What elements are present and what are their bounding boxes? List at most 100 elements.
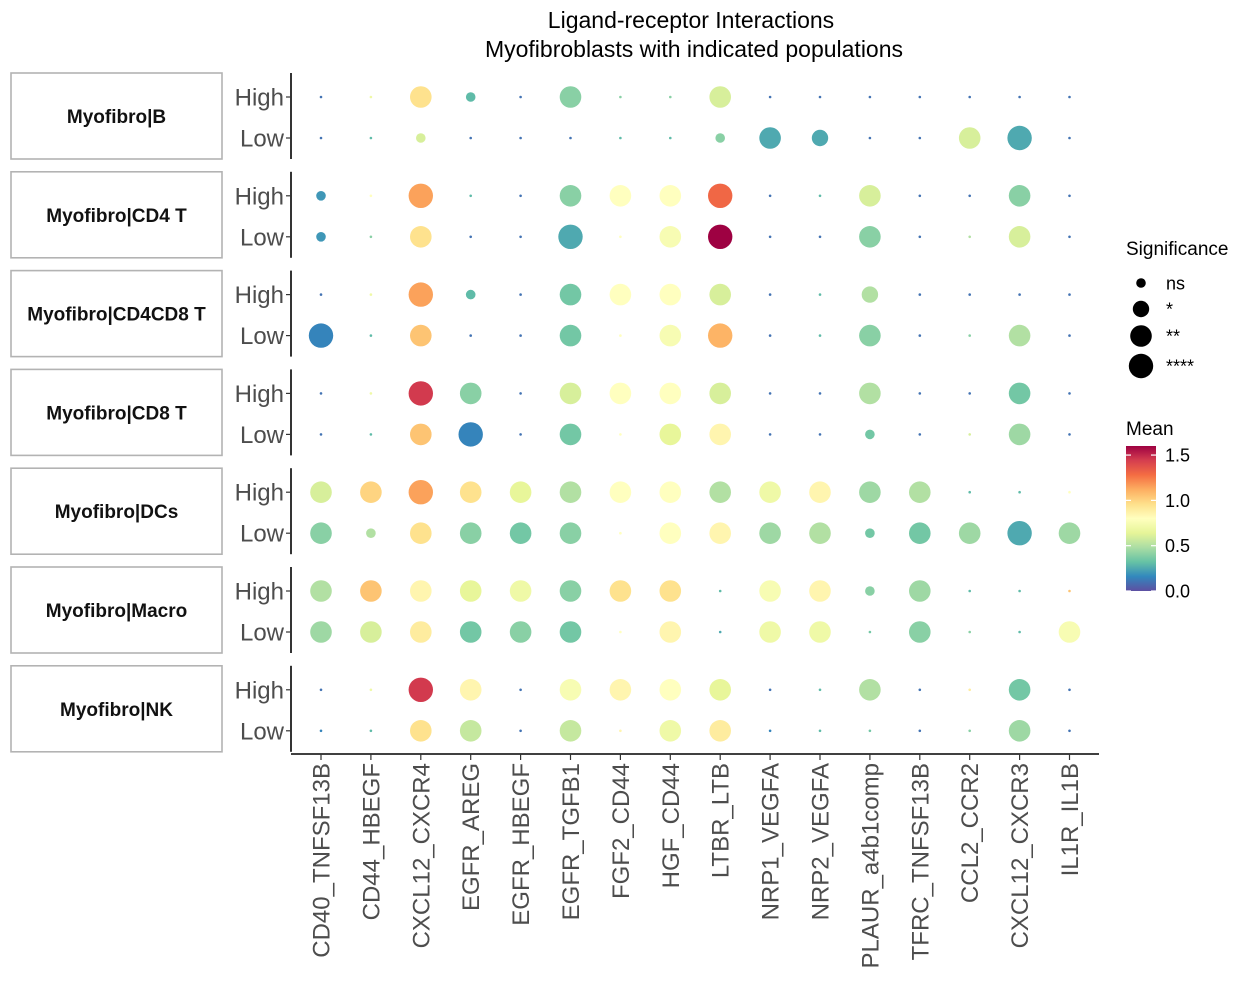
- significance-legend-key: [1130, 325, 1152, 347]
- data-point: [709, 86, 731, 108]
- data-point: [1068, 235, 1071, 239]
- data-point: [360, 481, 382, 504]
- data-point: [968, 688, 971, 692]
- data-point: [1008, 720, 1031, 742]
- data-point: [659, 621, 682, 643]
- x-tick-label: HGF_CD44: [658, 763, 685, 888]
- data-point: [968, 194, 971, 198]
- data-point: [410, 621, 432, 643]
- data-point: [909, 481, 931, 504]
- x-tick-label: IL1R_IL1B: [1057, 763, 1084, 876]
- data-point: [559, 423, 582, 446]
- row-label: Low: [240, 323, 285, 350]
- data-point: [859, 324, 881, 347]
- data-point: [469, 235, 473, 239]
- data-point: [410, 86, 432, 108]
- data-point: [469, 136, 473, 140]
- data-point: [310, 522, 332, 544]
- data-point: [818, 334, 822, 337]
- data-point: [708, 224, 733, 249]
- data-point: [1068, 136, 1071, 140]
- data-point: [360, 621, 382, 643]
- row-label: Low: [240, 224, 285, 251]
- data-point: [715, 133, 725, 143]
- data-point: [519, 729, 522, 733]
- data-point: [410, 423, 432, 446]
- data-point: [818, 194, 822, 198]
- data-point: [369, 235, 373, 239]
- data-point: [559, 679, 582, 701]
- facet-panel: Myofibro|DCs High Low: [10, 467, 1081, 556]
- data-point: [768, 334, 772, 337]
- data-point: [709, 679, 731, 701]
- data-point: [369, 136, 373, 140]
- data-point: [709, 522, 731, 544]
- data-point: [366, 528, 376, 538]
- data-point: [918, 95, 922, 99]
- data-point: [768, 688, 772, 692]
- data-point: [619, 729, 622, 733]
- data-point: [369, 334, 373, 337]
- data-point: [859, 226, 881, 248]
- data-point: [1068, 293, 1071, 296]
- data-point: [369, 95, 373, 99]
- data-point: [868, 729, 872, 733]
- facet-label: Myofibro|NK: [60, 700, 173, 721]
- data-point: [659, 226, 682, 248]
- data-point: [308, 323, 334, 348]
- data-point: [909, 580, 931, 602]
- data-point: [410, 226, 432, 248]
- facet-strip: [10, 566, 223, 654]
- data-point: [408, 282, 433, 307]
- facet-panel: Myofibro|CD8 T High Low: [10, 368, 1071, 457]
- data-point: [768, 293, 772, 296]
- data-point: [968, 589, 971, 593]
- data-point: [559, 621, 582, 643]
- data-point: [958, 522, 981, 544]
- data-point: [1008, 382, 1031, 405]
- data-point: [619, 95, 622, 99]
- mean-color-legend: Mean 1.5 1.0 0.5 0.0: [1126, 419, 1190, 602]
- data-point: [768, 95, 772, 99]
- data-point: [968, 490, 971, 494]
- row-label: High: [235, 579, 284, 606]
- data-point: [459, 382, 482, 405]
- data-point: [519, 194, 522, 198]
- data-point: [559, 720, 582, 742]
- data-point: [818, 688, 822, 692]
- data-point: [410, 522, 432, 544]
- data-point: [768, 729, 772, 733]
- data-point: [1068, 334, 1071, 337]
- data-point: [809, 481, 831, 504]
- data-point: [759, 580, 781, 602]
- row-label: Low: [240, 521, 285, 548]
- data-point: [408, 480, 433, 505]
- chart-title: Ligand-receptor Interactions: [548, 7, 834, 33]
- data-point: [369, 293, 373, 296]
- data-point: [1068, 392, 1071, 395]
- facet-panel: Myofibro|NK High Low: [10, 664, 1071, 753]
- data-point: [465, 92, 476, 102]
- data-point: [619, 531, 622, 535]
- data-point: [558, 224, 583, 249]
- data-point: [868, 630, 872, 634]
- data-point: [559, 580, 582, 602]
- significance-legend-key: [1128, 353, 1154, 379]
- data-point: [659, 522, 682, 544]
- data-point: [968, 235, 971, 239]
- data-point: [1008, 423, 1031, 446]
- data-point: [1008, 679, 1031, 701]
- data-point: [1068, 433, 1071, 436]
- mean-color-bar: [1126, 446, 1156, 591]
- data-point: [1007, 125, 1032, 151]
- facet-panel: Myofibro|Macro High Low: [10, 566, 1081, 654]
- data-point: [1018, 589, 1021, 593]
- data-point: [458, 422, 483, 447]
- x-tick-label: CD40_TNFSF13B: [309, 763, 336, 958]
- row-label: High: [235, 480, 284, 507]
- data-point: [519, 95, 522, 99]
- data-point: [1018, 630, 1021, 634]
- data-point: [619, 630, 622, 634]
- data-point: [609, 185, 632, 207]
- data-point: [609, 580, 632, 602]
